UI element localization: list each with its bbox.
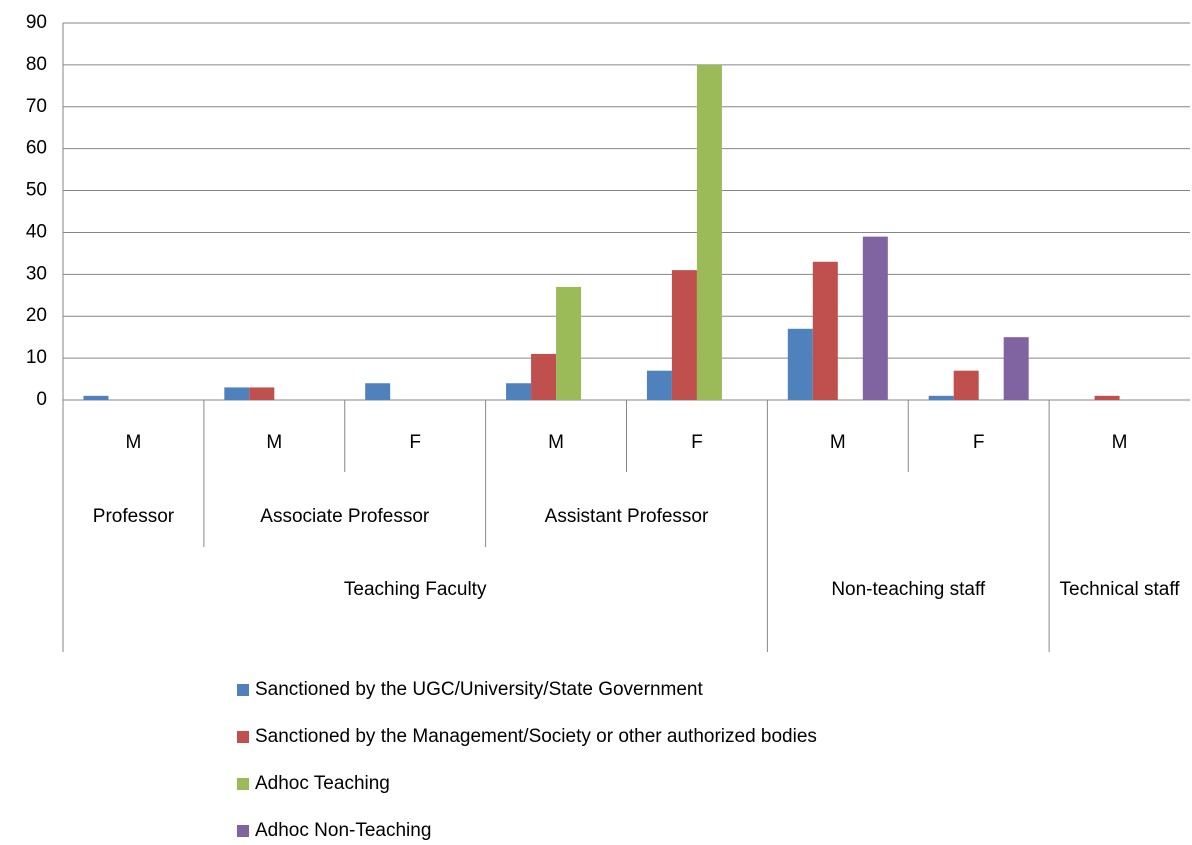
bar — [646, 370, 672, 400]
bar — [862, 236, 888, 400]
bar — [365, 383, 391, 400]
bar — [249, 387, 275, 400]
bar — [787, 328, 813, 400]
y-tick-label: 60 — [26, 138, 47, 159]
y-tick-label: 0 — [36, 389, 47, 410]
group-label: Teaching Faculty — [344, 579, 487, 600]
legend-label: Sanctioned by the UGC/University/State G… — [255, 679, 703, 700]
group-label: Assistant Professor — [545, 506, 709, 527]
x-tick-label: M — [830, 432, 846, 453]
legend-swatch — [237, 731, 249, 743]
y-tick-label: 10 — [26, 347, 47, 368]
bar — [1094, 395, 1120, 400]
group-label: Associate Professor — [260, 506, 430, 527]
bar — [531, 353, 557, 400]
x-tick-label: F — [409, 432, 421, 453]
bar — [953, 370, 979, 400]
x-tick-label: M — [126, 432, 142, 453]
x-tick-label: M — [548, 432, 564, 453]
bar — [224, 387, 250, 400]
legend-label: Sanctioned by the Management/Society or … — [255, 726, 817, 747]
y-tick-label: 70 — [26, 96, 47, 117]
y-tick-label: 20 — [26, 305, 47, 326]
bar — [928, 395, 954, 400]
y-tick-label: 30 — [26, 263, 47, 284]
legend-swatch — [237, 684, 249, 696]
y-tick-label: 40 — [26, 221, 47, 242]
group-label: Professor — [93, 506, 175, 527]
legend-label: Adhoc Non-Teaching — [255, 820, 431, 841]
x-tick-label: F — [691, 432, 703, 453]
bar — [83, 395, 109, 400]
group-label: Technical staff — [1060, 579, 1181, 600]
group-label: Non-teaching staff — [831, 579, 986, 600]
bar — [506, 383, 532, 400]
bar — [671, 270, 697, 400]
x-tick-label: M — [266, 432, 282, 453]
x-tick-label: F — [973, 432, 985, 453]
bar — [696, 64, 722, 400]
bar — [1003, 337, 1029, 400]
y-tick-label: 80 — [26, 54, 47, 75]
x-tick-label: M — [1112, 432, 1128, 453]
bar — [812, 261, 838, 400]
y-tick-label: 90 — [26, 12, 47, 33]
legend-swatch — [237, 778, 249, 790]
bar — [556, 286, 582, 400]
legend-swatch — [237, 825, 249, 837]
legend-label: Adhoc Teaching — [255, 773, 390, 794]
y-tick-label: 50 — [26, 180, 47, 201]
